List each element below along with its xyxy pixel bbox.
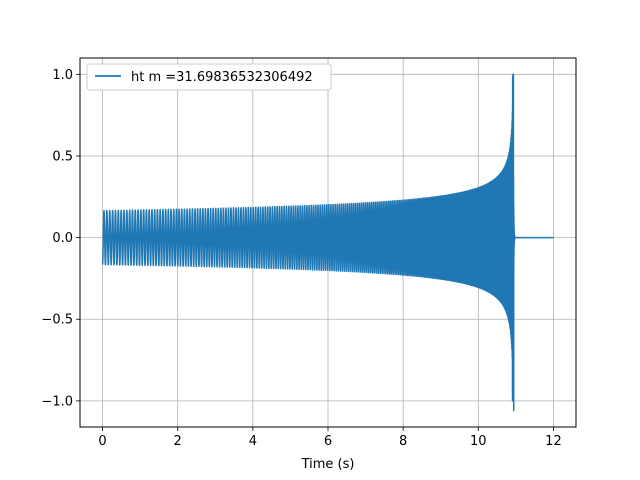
x-tick-label: 4 [249,434,257,449]
y-tick-label: 0.0 [52,231,73,246]
legend: ht m =31.69836532306492 [86,63,332,91]
x-tick-label: 6 [324,434,332,449]
x-tick-label: 8 [399,434,407,449]
x-axis-ticks: 0 2 4 6 8 10 12 [98,427,562,449]
x-axis-label: Time (s) [301,457,355,472]
plot-area [101,73,554,412]
y-axis-ticks: −1.0 −0.5 0.0 0.5 1.0 [41,68,80,409]
y-tick-label: 0.5 [52,149,73,164]
legend-box [86,63,332,91]
y-tick-label: −0.5 [41,313,73,328]
x-tick-label: 12 [545,434,562,449]
x-tick-label: 2 [174,434,182,449]
x-tick-label: 10 [470,434,487,449]
series-line-ht [101,73,554,412]
y-tick-label: 1.0 [52,68,73,83]
x-tick-label: 0 [98,434,106,449]
legend-label: ht m =31.69836532306492 [131,70,313,85]
y-tick-label: −1.0 [41,394,73,409]
